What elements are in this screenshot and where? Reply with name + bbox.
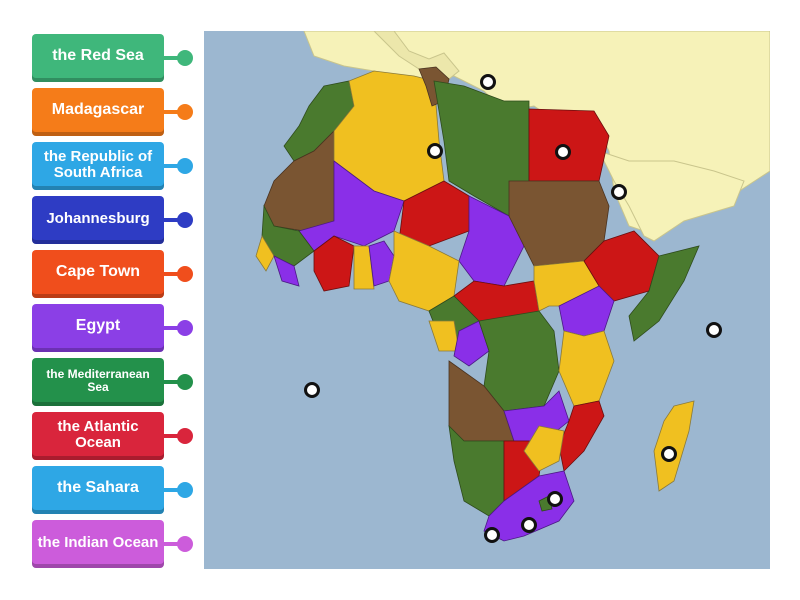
label-handle-dot[interactable] <box>177 482 193 498</box>
map-svg <box>255 31 770 542</box>
label-connector <box>164 56 180 60</box>
label-tile-cape-town[interactable]: Cape Town <box>32 250 164 298</box>
label-connector <box>164 380 180 384</box>
drop-target[interactable] <box>547 491 563 507</box>
drop-target[interactable] <box>611 184 627 200</box>
africa-countries <box>255 66 700 542</box>
label-connector <box>164 164 180 168</box>
label-tile-madagascar[interactable]: Madagascar <box>32 88 164 136</box>
label-handle-dot[interactable] <box>177 374 193 390</box>
label-tile-red-sea[interactable]: the Red Sea <box>32 34 164 82</box>
label-text: the Red Sea <box>52 47 144 65</box>
label-connector <box>164 434 180 438</box>
label-connector <box>164 110 180 114</box>
drop-target[interactable] <box>521 517 537 533</box>
label-text: the Sahara <box>57 479 139 497</box>
label-text: Egypt <box>75 317 121 335</box>
drop-target[interactable] <box>427 143 443 159</box>
label-connector <box>164 542 180 546</box>
label-handle-dot[interactable] <box>177 50 193 66</box>
label-tile-egypt[interactable]: Egypt <box>32 304 164 352</box>
label-handle-dot[interactable] <box>177 428 193 444</box>
label-tile-sahara[interactable]: the Sahara <box>32 466 164 514</box>
drop-target[interactable] <box>304 382 320 398</box>
label-tile-indian-ocean[interactable]: the Indian Ocean <box>32 520 164 568</box>
label-handle-dot[interactable] <box>177 266 193 282</box>
label-connector <box>164 326 180 330</box>
label-tile-south-africa[interactable]: the Republic of South Africa <box>32 142 164 190</box>
label-tile-johannesburg[interactable]: Johannesburg <box>32 196 164 244</box>
label-handle-dot[interactable] <box>177 158 193 174</box>
drop-target[interactable] <box>480 74 496 90</box>
label-connector <box>164 488 180 492</box>
label-column: the Red Sea Madagascar the Republic of S… <box>0 0 200 600</box>
label-handle-dot[interactable] <box>177 212 193 228</box>
drop-target[interactable] <box>661 446 677 462</box>
label-handle-dot[interactable] <box>177 320 193 336</box>
label-text: the Indian Ocean <box>37 533 159 551</box>
label-connector <box>164 272 180 276</box>
label-text: the Mediterranean Sea <box>46 366 150 394</box>
africa-map <box>204 31 770 569</box>
label-text: Madagascar <box>51 101 145 119</box>
label-tile-mediterranean[interactable]: the Mediterranean Sea <box>32 358 164 406</box>
label-text: the Atlantic Ocean <box>57 417 139 451</box>
drop-target[interactable] <box>555 144 571 160</box>
label-tile-atlantic[interactable]: the Atlantic Ocean <box>32 412 164 460</box>
label-text: Cape Town <box>55 263 141 281</box>
label-text: the Republic of South Africa <box>43 147 153 181</box>
label-handle-dot[interactable] <box>177 104 193 120</box>
label-handle-dot[interactable] <box>177 536 193 552</box>
label-connector <box>164 218 180 222</box>
drop-target[interactable] <box>484 527 500 543</box>
label-text: Johannesburg <box>46 209 150 227</box>
drop-target[interactable] <box>706 322 722 338</box>
